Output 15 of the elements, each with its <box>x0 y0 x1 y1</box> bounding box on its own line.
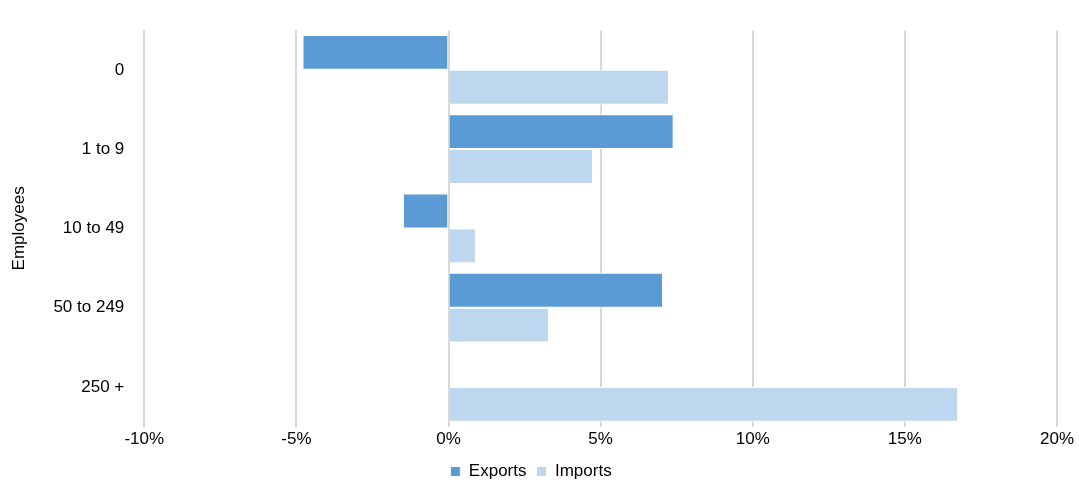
x-tick-label: 15% <box>887 429 922 449</box>
legend-label: Exports <box>468 461 527 481</box>
x-tick-label: 20% <box>1039 429 1075 449</box>
x-tick-label: -10% <box>124 429 165 449</box>
x-tick-label: 5% <box>588 429 613 449</box>
x-tick-label: -5% <box>281 429 312 449</box>
y-tick-label: 0 <box>114 59 125 79</box>
y-tick-label: 1 to 9 <box>81 138 125 158</box>
y-tick-label: 10 to 49 <box>62 218 125 238</box>
y-axis-title: Employees <box>8 186 28 271</box>
y-tick-label: 50 to 249 <box>53 297 125 317</box>
x-tick-label: 0% <box>436 429 461 449</box>
y-tick-label: 250 + <box>81 376 125 396</box>
x-tick-label: 10% <box>735 429 770 449</box>
legend-label: Imports <box>554 461 612 481</box>
